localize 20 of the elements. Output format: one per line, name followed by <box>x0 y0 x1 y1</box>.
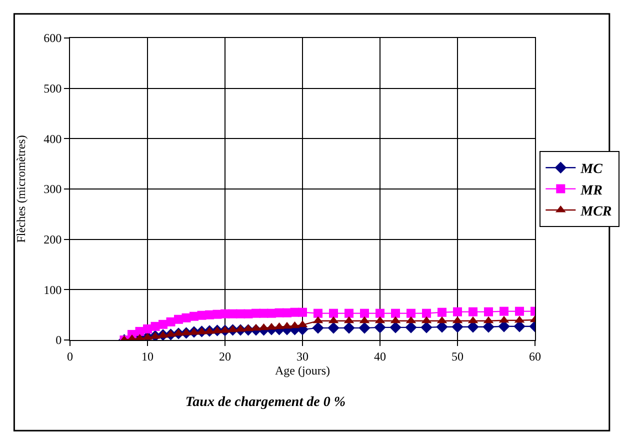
x-tick-label: 60 <box>529 349 541 364</box>
y-tick-label: 400 <box>44 132 62 146</box>
x-tick-label: 40 <box>374 349 386 364</box>
x-tick-label: 10 <box>142 349 154 364</box>
x-axis-title: Age (jours) <box>275 363 330 378</box>
y-tick-label: 500 <box>44 82 62 96</box>
y-tick-label: 0 <box>56 333 62 348</box>
legend-label: MR <box>580 183 602 198</box>
y-tick-label: 600 <box>44 31 62 46</box>
y-tick-label: 300 <box>44 182 62 196</box>
y-tick-label: 200 <box>44 232 62 247</box>
x-tick-label: 20 <box>219 349 231 364</box>
legend-label: MCR <box>580 204 612 220</box>
x-tick-label: 0 <box>67 349 73 364</box>
y-axis-title: Flèches (micromètres) <box>14 135 28 243</box>
x-tick-label: 50 <box>452 349 464 364</box>
text: Taux de chargement de 0 % <box>185 395 346 410</box>
legend-label: MC <box>580 162 604 178</box>
x-tick-label: 30 <box>296 349 308 364</box>
y-tick-label: 100 <box>44 282 62 297</box>
